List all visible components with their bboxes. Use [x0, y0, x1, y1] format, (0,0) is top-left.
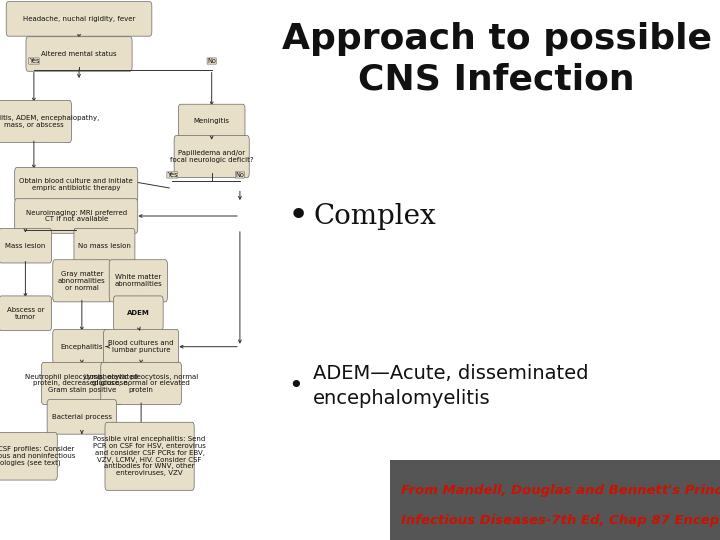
FancyBboxPatch shape: [6, 2, 152, 36]
FancyBboxPatch shape: [74, 228, 135, 263]
FancyBboxPatch shape: [14, 199, 138, 233]
Text: No: No: [235, 172, 244, 178]
FancyBboxPatch shape: [101, 362, 181, 404]
Text: Encephalitis, ADEM, encephalopathy,
mass, or abscess: Encephalitis, ADEM, encephalopathy, mass…: [0, 115, 99, 128]
Text: Papilledema and/or
focal neurologic deficit?: Papilledema and/or focal neurologic defi…: [170, 150, 253, 163]
FancyBboxPatch shape: [105, 422, 194, 490]
Text: No mass lesion: No mass lesion: [78, 242, 131, 249]
FancyBboxPatch shape: [0, 100, 71, 143]
Text: ADEM—Acute, disseminated
encephalomyelitis: ADEM—Acute, disseminated encephalomyelit…: [313, 364, 589, 408]
Text: Lymphocytic pleocytosis, normal
glucose, normal or elevated
protein: Lymphocytic pleocytosis, normal glucose,…: [84, 374, 198, 393]
FancyBboxPatch shape: [109, 260, 167, 302]
FancyBboxPatch shape: [104, 329, 179, 364]
FancyBboxPatch shape: [14, 167, 138, 202]
Text: Neuroimaging: MRI preferred
CT if not available: Neuroimaging: MRI preferred CT if not av…: [26, 210, 127, 222]
FancyBboxPatch shape: [53, 260, 111, 302]
FancyBboxPatch shape: [42, 362, 122, 404]
Text: No: No: [207, 58, 216, 64]
FancyBboxPatch shape: [26, 37, 132, 71]
Text: Other CSF profiles: Consider
infectious and noninfectious
etiologies (see text): Other CSF profiles: Consider infectious …: [0, 446, 75, 467]
Text: •: •: [288, 374, 302, 398]
Text: Obtain blood culture and initiate
empric antibiotic therapy: Obtain blood culture and initiate empric…: [19, 178, 133, 191]
Text: Approach to possible
CNS Infection: Approach to possible CNS Infection: [282, 22, 712, 96]
FancyBboxPatch shape: [390, 460, 720, 540]
Text: Infectious Diseases-7th Ed, Chap 87 Encephalitis: Infectious Diseases-7th Ed, Chap 87 Ence…: [401, 514, 720, 526]
Text: Meningitis: Meningitis: [194, 118, 230, 125]
Text: Bacterial process: Bacterial process: [52, 414, 112, 420]
Text: Blood cultures and
lumbar puncture: Blood cultures and lumbar puncture: [109, 340, 174, 353]
Text: Altered mental status: Altered mental status: [41, 51, 117, 57]
FancyBboxPatch shape: [53, 329, 111, 364]
FancyBboxPatch shape: [179, 104, 245, 139]
Text: Possible viral encephalitis: Send
PCR on CSF for HSV, enterovirus
and consider C: Possible viral encephalitis: Send PCR on…: [93, 436, 206, 476]
Text: Abscess or
tumor: Abscess or tumor: [6, 307, 44, 320]
Text: Encephalitis: Encephalitis: [60, 343, 103, 350]
FancyBboxPatch shape: [0, 433, 58, 480]
Text: Headache, nuchal rigidity, fever: Headache, nuchal rigidity, fever: [23, 16, 135, 22]
Text: •: •: [288, 199, 310, 233]
Text: Yes: Yes: [167, 172, 177, 178]
Text: Yes: Yes: [29, 58, 39, 64]
Text: Complex: Complex: [313, 202, 436, 230]
FancyBboxPatch shape: [174, 136, 249, 178]
FancyBboxPatch shape: [114, 296, 163, 330]
Text: From Mandell, Douglas and Bennett's Principles and Practice of: From Mandell, Douglas and Bennett's Prin…: [401, 484, 720, 497]
FancyBboxPatch shape: [0, 296, 52, 330]
FancyBboxPatch shape: [47, 400, 117, 434]
Text: Mass lesion: Mass lesion: [5, 242, 45, 249]
Text: Neutrophil pleocytosis, elevated
protein, decreased glucose,
Gram stain positive: Neutrophil pleocytosis, elevated protein…: [25, 374, 138, 393]
FancyBboxPatch shape: [0, 228, 52, 263]
Text: Gray matter
abnormalities
or normal: Gray matter abnormalities or normal: [58, 271, 106, 291]
Text: ADEM: ADEM: [127, 310, 150, 316]
Text: White matter
abnormalities: White matter abnormalities: [114, 274, 162, 287]
